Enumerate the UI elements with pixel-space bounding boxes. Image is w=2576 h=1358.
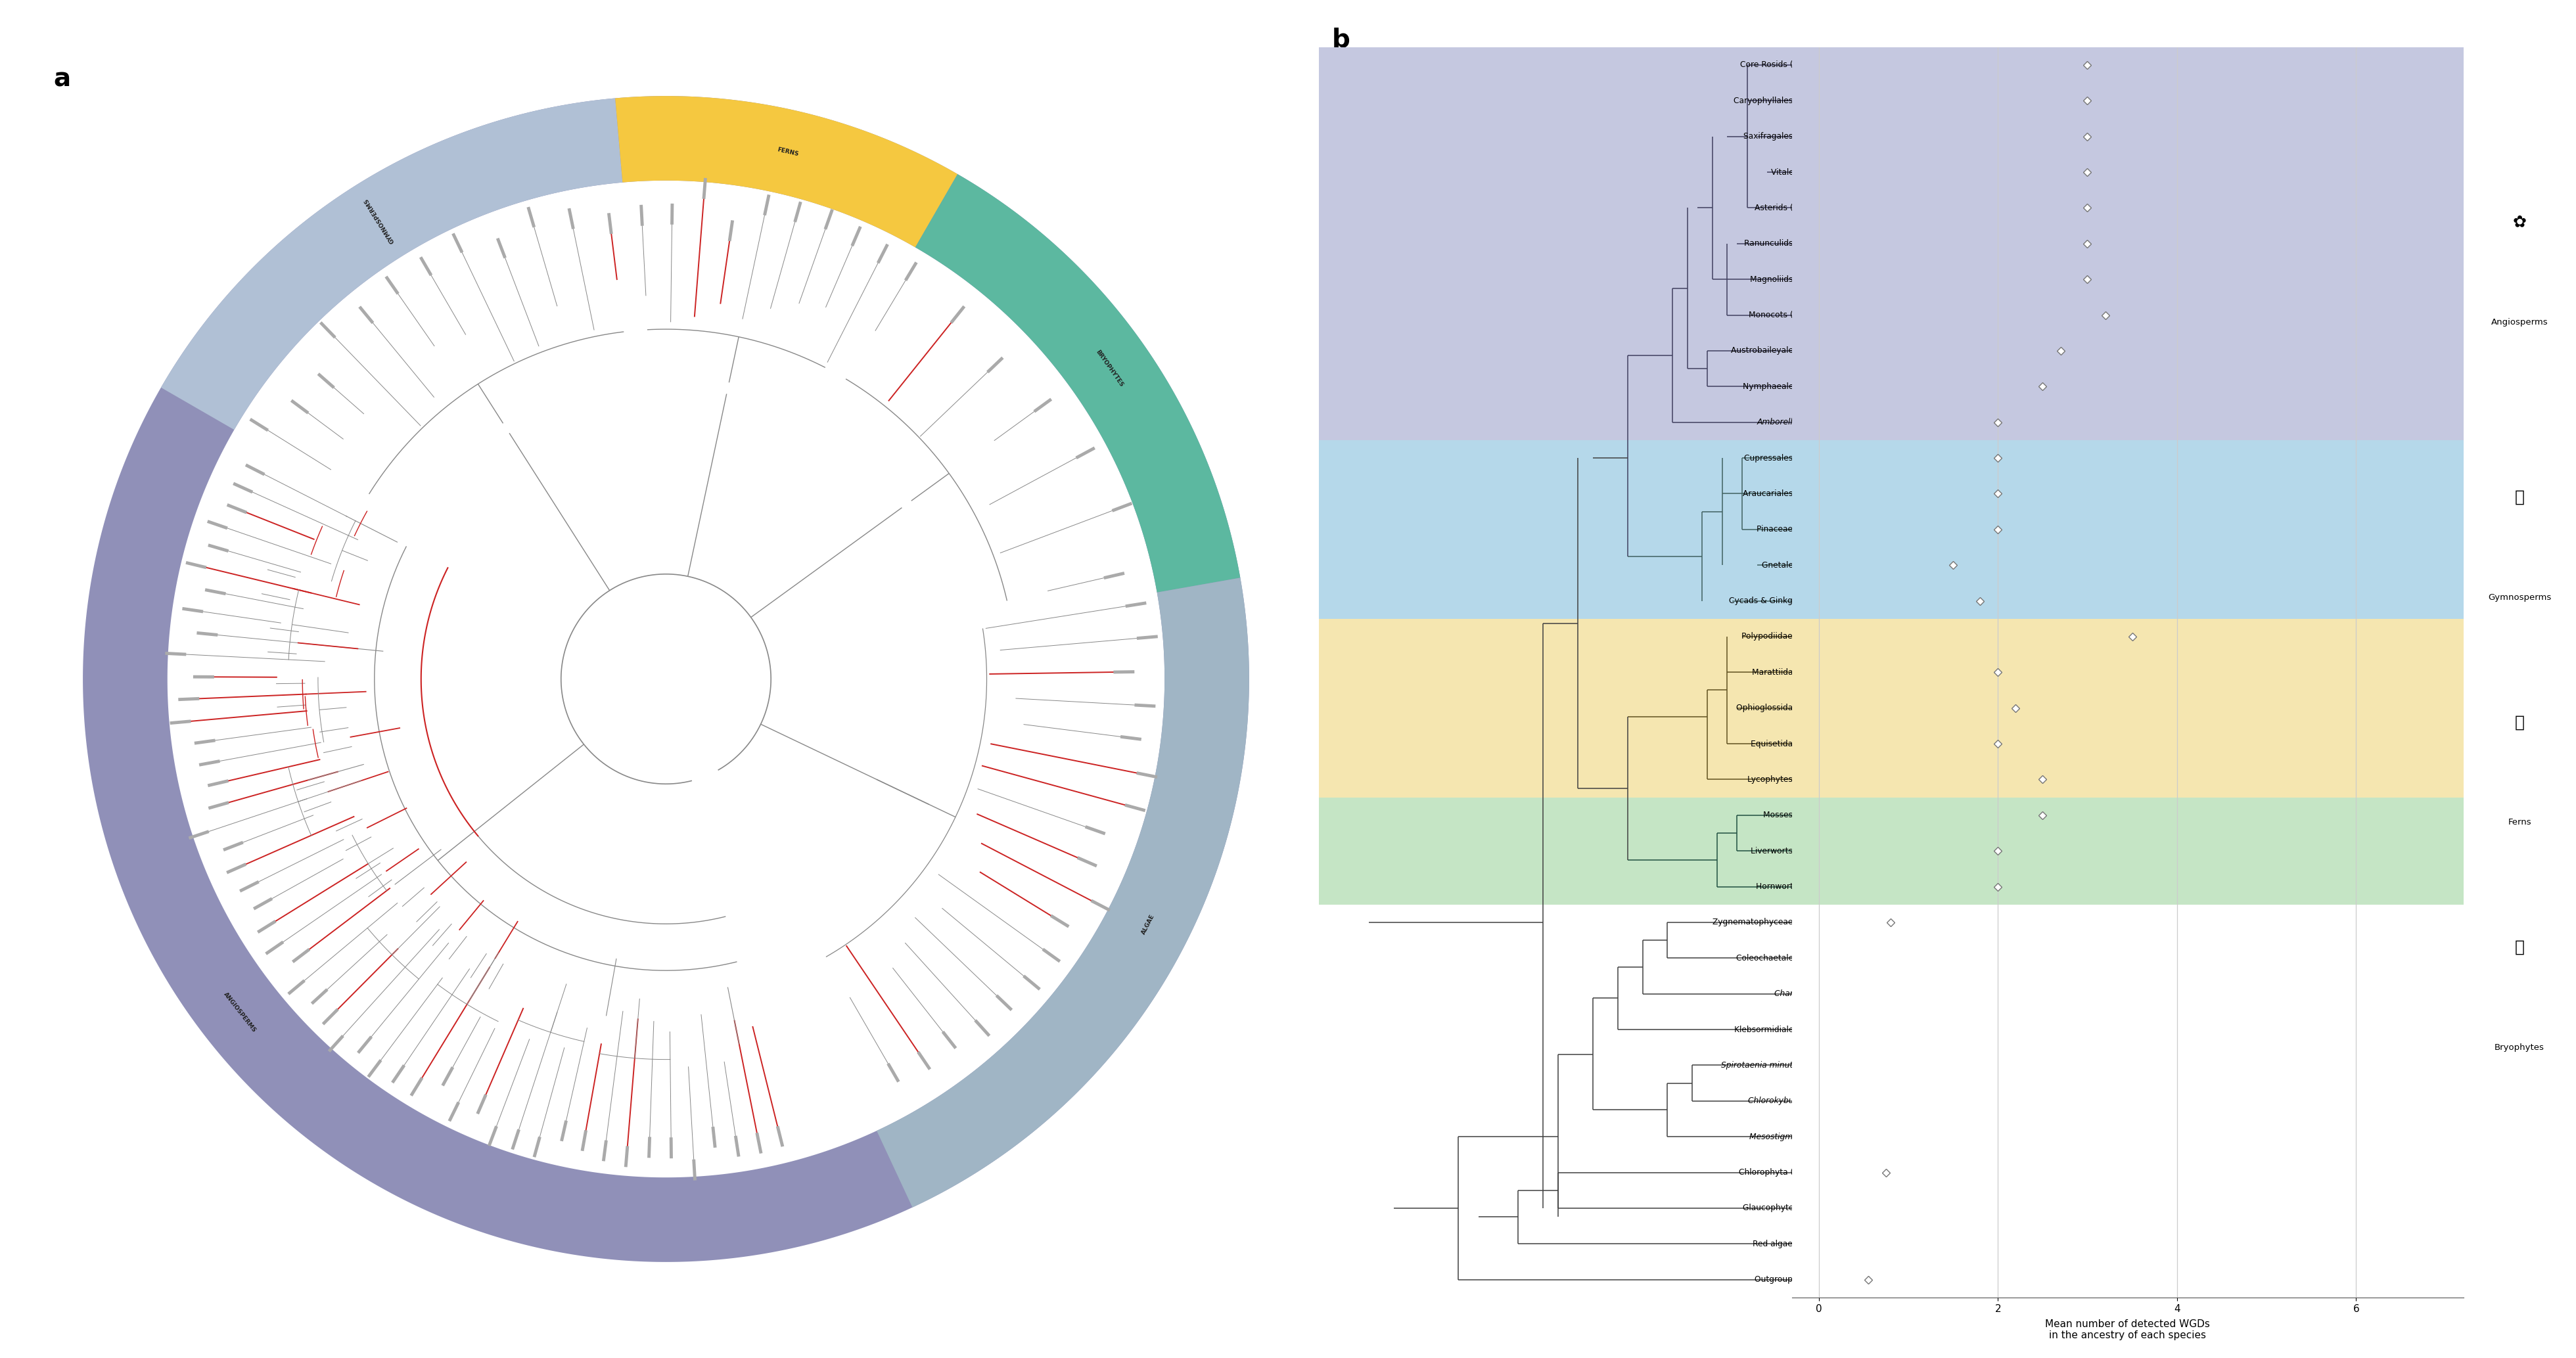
Polygon shape	[82, 96, 1249, 1262]
Text: GYMNOSPERMS: GYMNOSPERMS	[363, 197, 397, 244]
Polygon shape	[616, 96, 958, 247]
Polygon shape	[160, 98, 623, 429]
Polygon shape	[876, 577, 1249, 1207]
Text: FERNS: FERNS	[775, 147, 799, 158]
Text: BRYOPHYTES: BRYOPHYTES	[1095, 349, 1123, 388]
Text: b: b	[1332, 27, 1350, 52]
Polygon shape	[914, 174, 1239, 592]
Text: ANGIOSPERMS: ANGIOSPERMS	[222, 991, 258, 1033]
Text: a: a	[54, 67, 72, 92]
Text: ALGAE: ALGAE	[1141, 914, 1157, 936]
